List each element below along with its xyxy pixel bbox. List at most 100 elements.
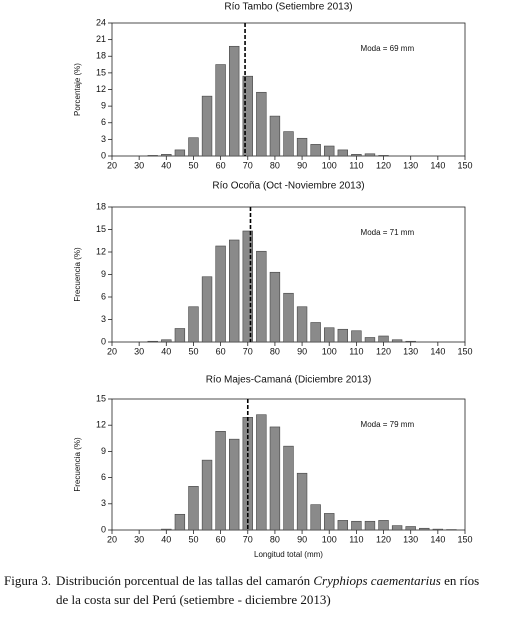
y-tick-label: 0 [101,524,106,534]
caption-text: de la costa sur del Perú (setiembre - di… [56,592,331,607]
y-tick-label: 9 [101,101,106,111]
bar [378,335,389,343]
bar [391,525,403,531]
bar [188,486,199,531]
x-tick-label: 130 [403,160,418,170]
bar [405,340,416,343]
bar [201,459,213,531]
x-tick-label: 140 [430,534,445,544]
y-tick-label: 15 [96,393,106,403]
y-tick-label: 12 [96,84,106,94]
y-tick-label: 15 [96,67,106,77]
bar [324,327,335,343]
bar [242,75,253,157]
bar [161,339,172,343]
bar [188,137,199,157]
bar [364,520,376,531]
bar [310,504,321,531]
bar [351,520,362,531]
bar [378,520,389,531]
bar [351,330,362,343]
x-tick-label: 150 [457,534,472,544]
caption-label: Figura 3. [4,573,51,588]
x-tick-label: 60 [216,346,226,356]
bar [188,306,199,343]
y-axis-label: Porcentaje (%) [73,63,82,116]
x-axis-label: Longitud total (mm) [254,550,323,559]
chart-title: Río Tambo (Setiembre 2013) [224,2,352,13]
x-tick-label: 50 [188,160,198,170]
x-tick-label: 70 [243,160,253,170]
bar [269,115,281,157]
y-tick-label: 3 [101,314,106,324]
x-tick-label: 70 [243,346,253,356]
y-tick-label: 3 [101,498,106,508]
x-tick-label: 80 [270,160,280,170]
bar [201,95,213,157]
x-tick-label: 90 [297,346,307,356]
x-tick-label: 130 [403,346,418,356]
x-tick-label: 60 [216,160,226,170]
bar [242,230,253,343]
caption-text: en ríos [444,573,479,588]
bar [283,445,294,531]
bar [283,131,294,157]
bar [147,340,158,343]
x-tick-label: 50 [188,346,198,356]
bar [296,306,308,343]
x-tick-label: 40 [161,346,171,356]
x-tick-label: 20 [107,534,117,544]
x-tick-label: 100 [322,160,337,170]
bar [161,528,172,531]
y-tick-label: 15 [96,224,106,234]
caption-text: Distribución porcentual de las tallas de… [56,573,311,588]
x-tick-label: 110 [349,534,363,544]
bar [283,292,294,343]
y-tick-label: 6 [101,472,106,482]
y-tick-label: 0 [101,336,106,346]
y-tick-label: 18 [96,201,106,211]
chart-title: Río Majes-Camaná (Diciembre 2013) [206,375,372,386]
bar [364,153,376,157]
x-tick-label: 100 [322,534,337,544]
x-tick-label: 150 [457,160,472,170]
bar [296,137,308,157]
bar [174,149,186,157]
x-tick-label: 110 [349,160,363,170]
bar [337,149,348,157]
x-tick-label: 60 [216,534,226,544]
bar [215,245,226,343]
bar [419,527,430,531]
x-tick-label: 30 [134,160,144,170]
bar [256,414,267,531]
annotation: Moda = 71 mm [361,228,415,237]
y-tick-label: 12 [96,420,106,430]
y-tick-label: 21 [96,34,106,44]
x-tick-label: 80 [270,534,280,544]
bar [310,322,321,343]
x-tick-label: 100 [322,346,337,356]
bar [174,513,186,531]
x-tick-label: 50 [188,534,198,544]
x-tick-label: 20 [107,160,117,170]
bar [405,526,416,531]
bar [229,45,240,157]
chart-title: Río Ocoña (Oct -Noviembre 2013) [212,181,364,192]
bar [174,328,186,343]
bar [337,520,348,531]
annotation: Moda = 79 mm [361,420,415,429]
x-tick-label: 70 [243,534,253,544]
bar [324,513,335,531]
bar [432,528,444,531]
x-tick-label: 120 [376,346,391,356]
bar [296,472,308,531]
bar [256,250,267,343]
x-tick-label: 30 [134,346,144,356]
caption-species: Cryphiops caementarius [313,573,440,588]
bar [161,154,172,157]
bar [391,339,403,343]
bar [215,431,226,531]
bar [269,426,281,531]
x-tick-label: 90 [297,160,307,170]
